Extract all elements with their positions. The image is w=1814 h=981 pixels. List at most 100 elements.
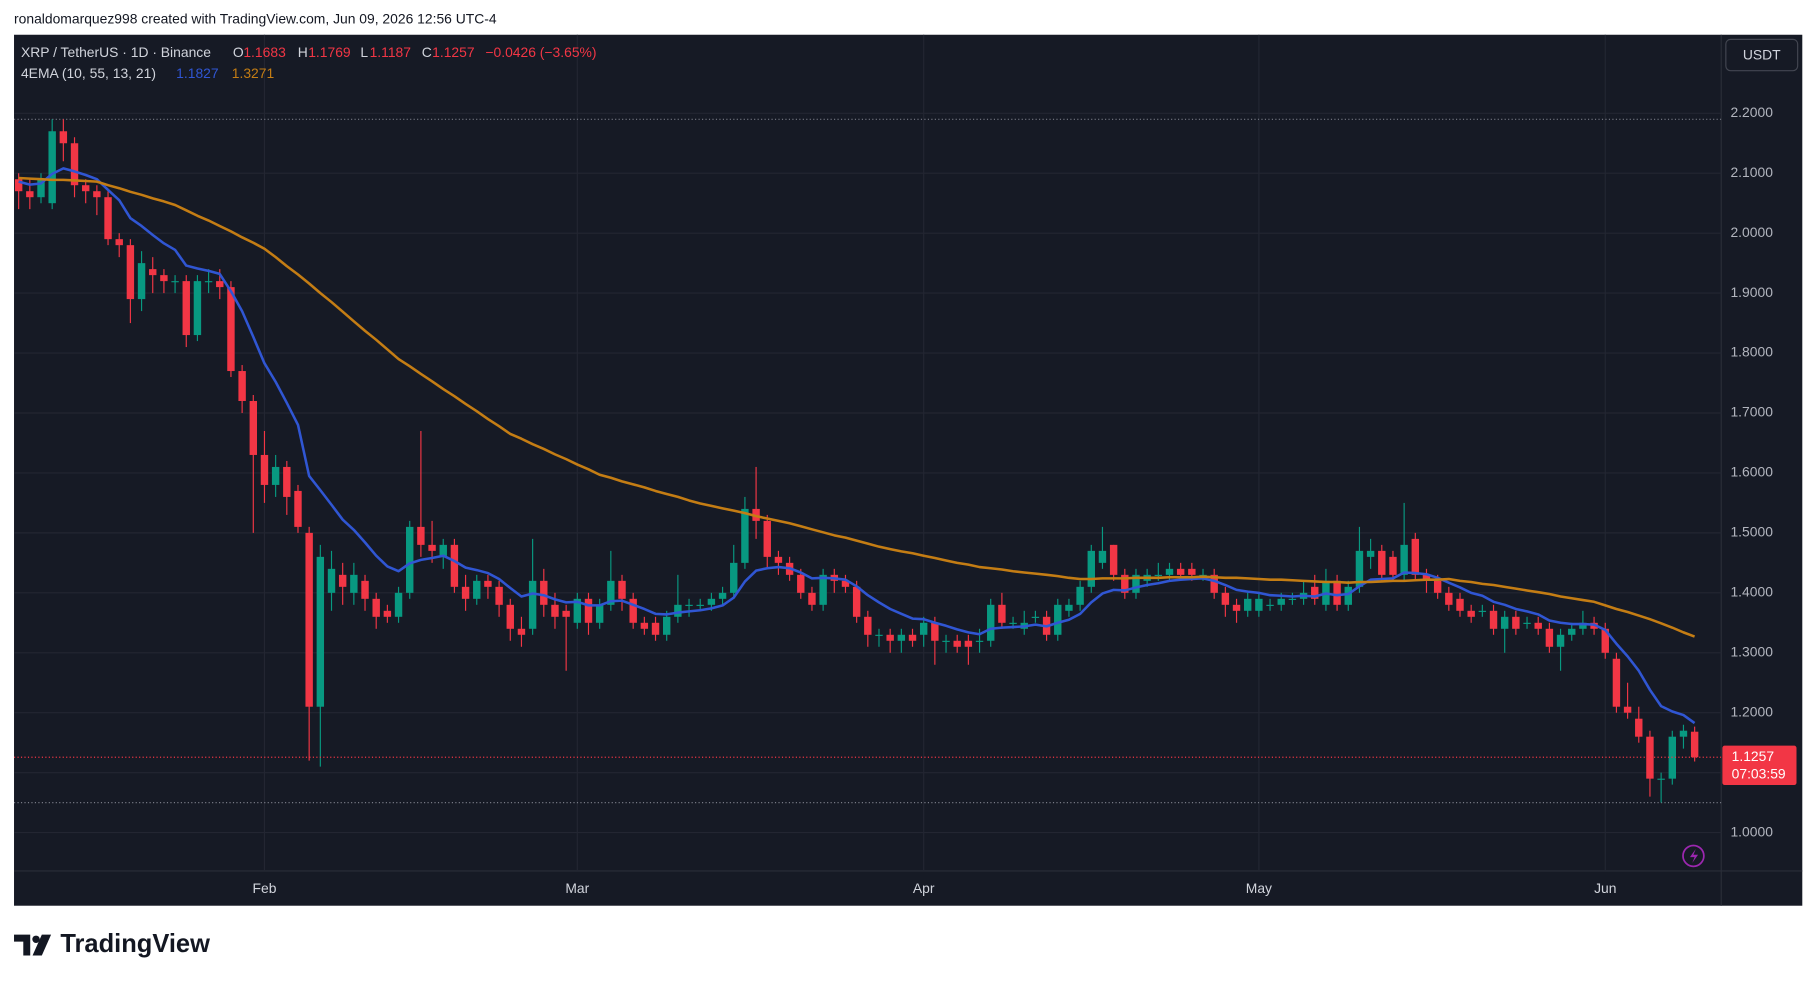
- candle-body: [1489, 610, 1498, 629]
- candle-body: [1556, 634, 1565, 647]
- candle-body: [931, 622, 939, 641]
- indicator-value: 1.1827: [176, 65, 219, 81]
- candle-body: [987, 604, 995, 641]
- candle-body: [1679, 730, 1688, 737]
- candle-body: [584, 598, 593, 623]
- currency-button[interactable]: [1725, 38, 1799, 72]
- low-label: L: [360, 44, 368, 60]
- candle-body: [707, 598, 716, 605]
- candle-body: [1389, 556, 1397, 575]
- candle-body: [1646, 736, 1654, 779]
- candle-body: [1065, 604, 1073, 611]
- candle-body: [674, 604, 682, 617]
- y-tick-label: 1.6000: [1730, 464, 1773, 480]
- candle-body: [495, 586, 503, 605]
- candle-body: [852, 586, 861, 617]
- candle-body: [1232, 604, 1241, 611]
- candle-body: [115, 239, 123, 246]
- candle-body: [160, 275, 168, 282]
- candle-body: [484, 580, 492, 587]
- candle-body: [1378, 550, 1386, 575]
- candle-body: [528, 580, 537, 629]
- candle-body: [316, 556, 325, 707]
- candle-body: [964, 640, 973, 647]
- candle-body: [975, 640, 984, 642]
- y-tick-label: 2.2000: [1730, 104, 1773, 120]
- candle-body: [59, 131, 68, 144]
- low-value: 1.1187: [370, 44, 412, 60]
- chart-panel: [14, 34, 1803, 906]
- candle-body: [1154, 574, 1163, 577]
- candle-body: [271, 466, 280, 485]
- y-tick-label: 2.1000: [1730, 164, 1773, 180]
- candle-body: [1467, 610, 1475, 617]
- candle-body: [1244, 598, 1252, 611]
- logo-shape: [14, 934, 31, 956]
- candle-body: [1512, 616, 1520, 629]
- candle-body: [338, 574, 347, 587]
- candle-body: [1188, 568, 1196, 575]
- candle-body: [383, 610, 392, 617]
- change-value: −0.0426 (−3.65%): [485, 44, 596, 60]
- candle-body: [841, 580, 850, 587]
- x-tick-label: Jun: [1594, 880, 1616, 896]
- plot-area: [14, 118, 1722, 804]
- attribution: ronaldomarquez998 created with TradingVi…: [14, 10, 497, 26]
- candle-body: [953, 640, 961, 647]
- candle-body: [1433, 580, 1442, 593]
- open-label: O: [233, 44, 244, 60]
- candle-body: [182, 281, 190, 336]
- candle-body: [204, 281, 213, 283]
- candle-body: [1400, 544, 1408, 575]
- candle-body: [662, 616, 671, 635]
- candle-body: [350, 574, 358, 593]
- candle-body: [260, 454, 269, 485]
- alert-icon[interactable]: [1682, 844, 1705, 868]
- candle-body: [808, 592, 816, 605]
- x-tick-label: Apr: [913, 880, 935, 896]
- indicator-label: 4EMA (10, 55, 13, 21): [21, 65, 156, 81]
- candle-body: [1266, 604, 1274, 606]
- candle-body: [685, 604, 693, 606]
- candle-body: [908, 634, 917, 641]
- candle-body: [730, 562, 738, 593]
- candle-body: [417, 526, 425, 545]
- candle-body: [998, 604, 1006, 623]
- candle-body: [1344, 586, 1352, 605]
- price-tag-box: [1722, 745, 1797, 786]
- candle-body: [640, 622, 649, 629]
- candle-body: [1623, 706, 1632, 713]
- candle-body: [562, 610, 570, 617]
- candle-body: [1087, 550, 1095, 587]
- y-tick-label: 1.3000: [1730, 643, 1773, 659]
- candle-body: [1601, 628, 1609, 653]
- candle-body: [1098, 550, 1107, 563]
- candle-body: [942, 640, 950, 642]
- candle-body: [1445, 592, 1453, 605]
- candle-body: [1355, 550, 1364, 587]
- candle-body: [70, 143, 79, 186]
- y-tick-label: 2.0000: [1730, 224, 1773, 240]
- candle-body: [1333, 580, 1341, 605]
- candle-body: [216, 281, 224, 288]
- candle-body: [1054, 604, 1062, 635]
- candle-body: [595, 604, 604, 623]
- ema-line: [18, 176, 1696, 638]
- candle-body: [651, 622, 660, 635]
- candle-body: [506, 604, 514, 629]
- candle-body: [540, 580, 548, 605]
- candle-body: [1568, 628, 1576, 635]
- alert-icon-bolt[interactable]: [1689, 848, 1699, 863]
- candle-body: [1478, 610, 1487, 612]
- candle-body: [696, 604, 704, 606]
- candle-body: [1523, 622, 1531, 624]
- x-tick-label: May: [1246, 880, 1272, 896]
- candle-body: [1411, 538, 1420, 575]
- candle-body: [439, 544, 447, 557]
- candle-body: [1456, 598, 1464, 611]
- currency-label[interactable]: USDT: [1743, 46, 1781, 62]
- candle-body: [238, 371, 246, 402]
- candle-body: [517, 628, 526, 635]
